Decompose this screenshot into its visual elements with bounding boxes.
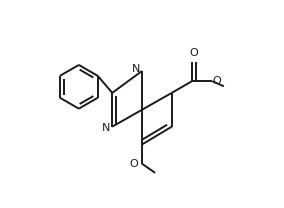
Text: N: N bbox=[132, 64, 140, 74]
Text: O: O bbox=[189, 48, 198, 58]
Text: N: N bbox=[102, 123, 110, 133]
Text: O: O bbox=[212, 76, 221, 86]
Text: O: O bbox=[130, 159, 138, 169]
